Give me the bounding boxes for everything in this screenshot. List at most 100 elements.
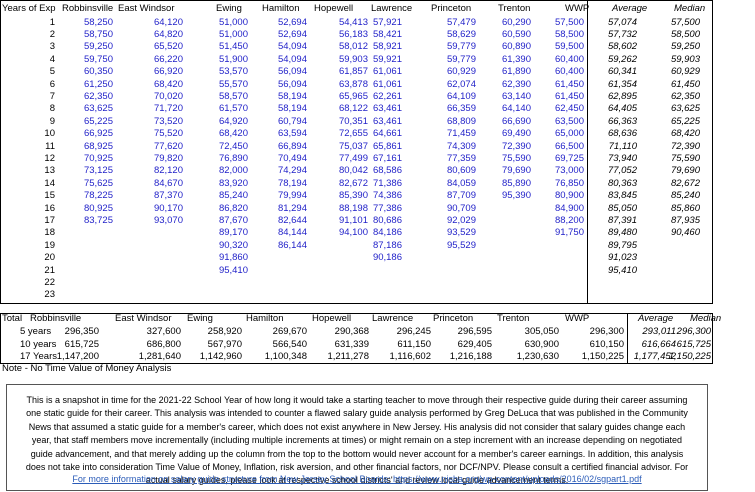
cell: 70,494 — [277, 152, 307, 164]
cell: 51,000 — [218, 16, 248, 28]
cell: 62,350 — [670, 90, 700, 102]
cell: 90,186 — [372, 252, 402, 264]
cell: 1,150,225 — [581, 351, 624, 363]
cell: 51,000 — [218, 28, 248, 40]
cell: 290,368 — [334, 326, 369, 337]
cell: 73,125 — [83, 165, 113, 177]
cell: 91,750 — [554, 227, 584, 239]
cell: 63,878 — [338, 78, 368, 90]
cell: 296,300 — [676, 326, 711, 337]
row-label: 7 — [49, 90, 55, 102]
column-header: Hopewell — [314, 3, 354, 14]
cell: 71,386 — [372, 177, 402, 189]
cell: 72,390 — [501, 140, 531, 152]
column-header: Lawrence — [371, 3, 413, 14]
row-label: 13 — [44, 165, 55, 177]
cell: 93,529 — [446, 227, 476, 239]
cell: 67,161 — [372, 152, 402, 164]
cell: 63,461 — [372, 103, 402, 115]
cell: 60,929 — [670, 66, 700, 78]
cell: 84,144 — [277, 227, 307, 239]
cell: 73,940 — [607, 152, 637, 164]
cell: 75,590 — [501, 152, 531, 164]
cell: 61,890 — [501, 66, 531, 78]
cell: 90,709 — [446, 202, 476, 214]
row-label: 16 — [44, 202, 55, 214]
cell: 61,390 — [501, 53, 531, 65]
row-label: 19 — [44, 239, 55, 251]
cell: 64,109 — [446, 90, 476, 102]
cell: 59,250 — [83, 41, 113, 53]
cell: 61,250 — [83, 78, 113, 90]
cell: 55,570 — [218, 78, 248, 90]
cell: 65,861 — [372, 140, 402, 152]
cell: 59,903 — [338, 53, 368, 65]
row-label: 17 Years — [20, 351, 57, 363]
cell: 85,240 — [218, 190, 248, 202]
cell: 60,400 — [554, 66, 584, 78]
cell: 79,820 — [153, 152, 183, 164]
cell: 84,900 — [554, 202, 584, 214]
cell: 611,150 — [397, 338, 431, 350]
cell: 77,620 — [153, 140, 183, 152]
cell: 631,339 — [334, 338, 369, 350]
cell: 296,300 — [589, 326, 624, 337]
cell: 68,420 — [153, 78, 183, 90]
cell: 60,590 — [501, 28, 531, 40]
row-label: 5 — [49, 66, 55, 78]
cell: 75,625 — [83, 177, 113, 189]
cell: 61,354 — [607, 78, 637, 90]
column-header: East Windsor — [118, 3, 175, 14]
cell: 70,020 — [153, 90, 183, 102]
cell: 87,186 — [372, 239, 402, 251]
cell: 629,405 — [457, 338, 492, 350]
cell: 59,250 — [670, 41, 700, 53]
cell: 64,120 — [153, 16, 183, 28]
table-border — [0, 0, 713, 304]
row-label: 6 — [49, 78, 55, 90]
cell: 78,194 — [277, 177, 307, 189]
cell: 81,294 — [277, 202, 307, 214]
cell: 630,900 — [524, 338, 559, 350]
cell: 64,140 — [501, 103, 531, 115]
cell: 90,460 — [670, 227, 700, 239]
row-label: 15 — [44, 190, 55, 202]
cell: 77,359 — [446, 152, 476, 164]
cell: 58,750 — [83, 28, 113, 40]
cell: 62,261 — [372, 90, 402, 102]
cell: 615,725 — [64, 338, 99, 350]
cell: 52,694 — [277, 28, 307, 40]
cell: 615,725 — [676, 338, 711, 350]
cell: 60,890 — [501, 41, 531, 53]
column-header: WWP — [565, 3, 590, 14]
cell: 78,225 — [83, 190, 113, 202]
cell: 80,363 — [607, 177, 637, 189]
cell: 61,061 — [372, 78, 402, 90]
column-header: Princeton — [431, 3, 472, 14]
cell: 71,110 — [608, 140, 637, 152]
row-label: 1 — [49, 16, 55, 28]
cell: 327,600 — [146, 326, 181, 337]
row-label: 9 — [49, 115, 55, 127]
cell: 68,809 — [446, 115, 476, 127]
cell: 63,500 — [554, 115, 584, 127]
cell: 85,890 — [501, 177, 531, 189]
cell: 80,609 — [446, 165, 476, 177]
cell: 59,779 — [446, 41, 476, 53]
cell: 77,499 — [338, 152, 368, 164]
cell: 57,074 — [607, 16, 637, 28]
cell: 269,670 — [272, 326, 307, 337]
cell: 616,664 — [641, 338, 676, 350]
cell: 84,670 — [153, 177, 183, 189]
info-link[interactable]: For more information on salary guide str… — [72, 473, 642, 484]
column-header: Ewing — [216, 3, 242, 14]
cell: 75,520 — [153, 128, 183, 140]
column-header: Lawrence — [372, 313, 414, 324]
cell: 58,602 — [607, 41, 637, 53]
cell: 56,183 — [338, 28, 368, 40]
cell: 60,794 — [277, 115, 307, 127]
cell: 1,116,602 — [389, 351, 431, 363]
cell: 79,690 — [501, 165, 531, 177]
cell: 88,200 — [554, 214, 584, 226]
cell: 79,994 — [277, 190, 307, 202]
